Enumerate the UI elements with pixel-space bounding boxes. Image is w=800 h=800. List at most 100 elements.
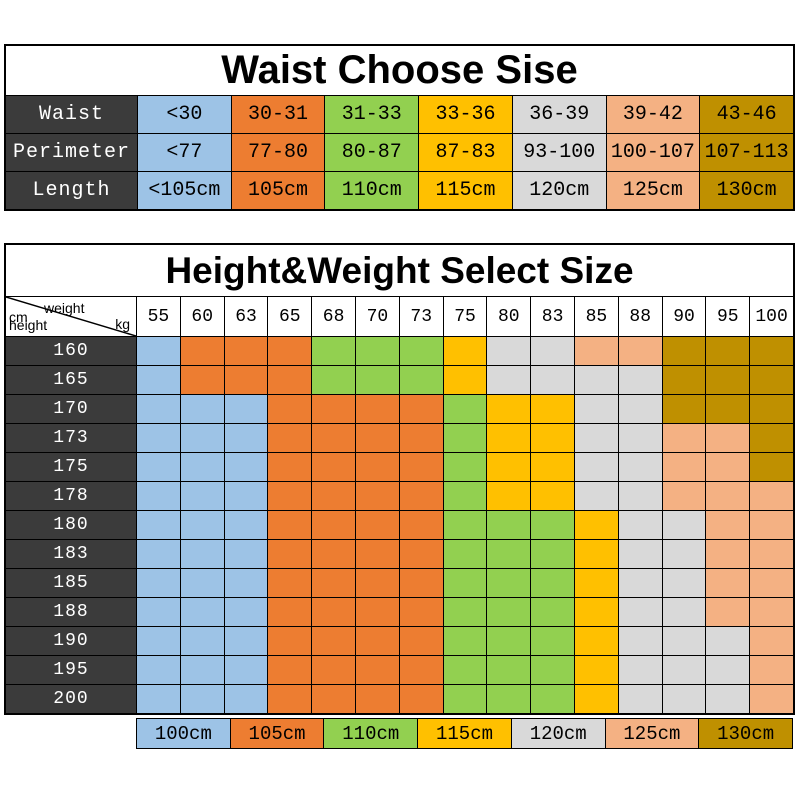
size-grid-cell — [487, 453, 531, 481]
weight-column-header: 68 — [312, 297, 355, 336]
size-grid-cell — [355, 337, 399, 365]
size-grid-cell — [137, 366, 180, 394]
size-grid-cell — [399, 627, 443, 655]
size-grid-cell — [487, 685, 531, 713]
size-grid-cell — [399, 395, 443, 423]
size-grid-cell — [312, 453, 355, 481]
size-grid-cell — [268, 511, 312, 539]
size-grid-cell — [399, 453, 443, 481]
size-grid-cell — [224, 511, 268, 539]
size-grid-cell — [399, 685, 443, 713]
height-weight-table-title: Height&Weight Select Size — [6, 245, 793, 297]
waist-value-cell: 87-83 — [419, 134, 512, 171]
size-grid-cell — [531, 627, 574, 655]
weight-column-header: 70 — [355, 297, 399, 336]
height-row-label: 170 — [6, 395, 136, 423]
size-grid-cell — [312, 569, 355, 597]
size-grid-cell — [618, 453, 662, 481]
size-grid-cell — [312, 627, 355, 655]
size-grid-cell — [180, 424, 224, 452]
size-grid-cell — [137, 540, 180, 568]
size-grid-cell — [268, 656, 312, 684]
size-grid-cell — [618, 685, 662, 713]
size-color-legend: 100cm 105cm 110cm 115cm 120cm 125cm 130cm — [136, 718, 793, 749]
height-row-label: 160 — [6, 337, 136, 365]
size-grid-cell — [531, 337, 574, 365]
size-grid-cell — [355, 627, 399, 655]
size-grid-cell — [137, 337, 180, 365]
size-grid-cell — [224, 656, 268, 684]
size-grid-cell — [137, 598, 180, 626]
size-grid-cell — [618, 540, 662, 568]
waist-row-label: Length — [6, 172, 137, 209]
size-grid-cell — [224, 395, 268, 423]
size-grid-cell — [531, 366, 574, 394]
size-grid-cell — [662, 627, 706, 655]
corner-header-cell: weight kg cm height — [6, 297, 136, 336]
size-grid-cell — [662, 511, 706, 539]
corner-height-label: height — [9, 317, 48, 333]
size-grid-cell — [268, 685, 312, 713]
size-grid-cell — [443, 366, 487, 394]
waist-row-label: Waist — [6, 96, 137, 133]
waist-value-cell: 105cm — [231, 172, 325, 209]
legend-item: 115cm — [418, 719, 511, 748]
size-grid-cell — [574, 627, 618, 655]
weight-column-header: 100 — [750, 297, 793, 336]
size-grid-cell — [750, 453, 793, 481]
size-grid-cell — [180, 540, 224, 568]
size-grid-cell — [224, 540, 268, 568]
size-grid-cell — [268, 395, 312, 423]
weight-column-header: 88 — [618, 297, 662, 336]
size-grid-cell — [487, 656, 531, 684]
size-grid-cell — [312, 656, 355, 684]
size-grid-cell — [574, 453, 618, 481]
size-grid-cell — [268, 366, 312, 394]
size-grid-cell — [531, 540, 574, 568]
size-grid-cell — [355, 598, 399, 626]
size-grid-cell — [706, 685, 750, 713]
height-row-label: 200 — [6, 685, 136, 713]
size-grid-cell — [531, 511, 574, 539]
size-grid-cell — [750, 685, 793, 713]
size-grid-cell — [574, 656, 618, 684]
size-grid-cell — [355, 511, 399, 539]
size-grid-cell — [355, 395, 399, 423]
size-grid-cell — [706, 337, 750, 365]
size-grid-cell — [574, 424, 618, 452]
size-grid-cell — [574, 540, 618, 568]
waist-value-cell: 115cm — [419, 172, 512, 209]
size-grid-cell — [443, 598, 487, 626]
size-grid-cell — [750, 337, 793, 365]
size-grid-cell — [706, 656, 750, 684]
weight-column-header: 55 — [137, 297, 180, 336]
height-row-label: 175 — [6, 453, 136, 481]
size-grid-cell — [355, 482, 399, 510]
waist-value-cell: 93-100 — [512, 134, 606, 171]
size-grid-cell — [750, 627, 793, 655]
waist-value-cell: 125cm — [606, 172, 700, 209]
size-grid-cell — [750, 482, 793, 510]
size-grid-cell — [750, 511, 793, 539]
size-grid-cell — [618, 511, 662, 539]
size-grid-cell — [487, 511, 531, 539]
size-grid-cell — [312, 511, 355, 539]
legend-item: 120cm — [511, 719, 605, 748]
size-grid-cell — [224, 424, 268, 452]
size-grid-cell — [706, 511, 750, 539]
waist-value-cell: 80-87 — [325, 134, 419, 171]
size-grid-cell — [574, 511, 618, 539]
size-grid-cell — [355, 453, 399, 481]
size-grid-cell — [750, 366, 793, 394]
waist-value-cell: 110cm — [325, 172, 419, 209]
size-grid-cell — [574, 569, 618, 597]
size-grid-cell — [531, 685, 574, 713]
size-grid-cell — [706, 540, 750, 568]
size-grid-cell — [487, 540, 531, 568]
size-grid-cell — [443, 511, 487, 539]
legend-item: 130cm — [699, 719, 792, 748]
size-grid-cell — [487, 424, 531, 452]
waist-value-cell: 31-33 — [325, 96, 419, 133]
size-grid-cell — [399, 598, 443, 626]
size-grid-cell — [574, 395, 618, 423]
